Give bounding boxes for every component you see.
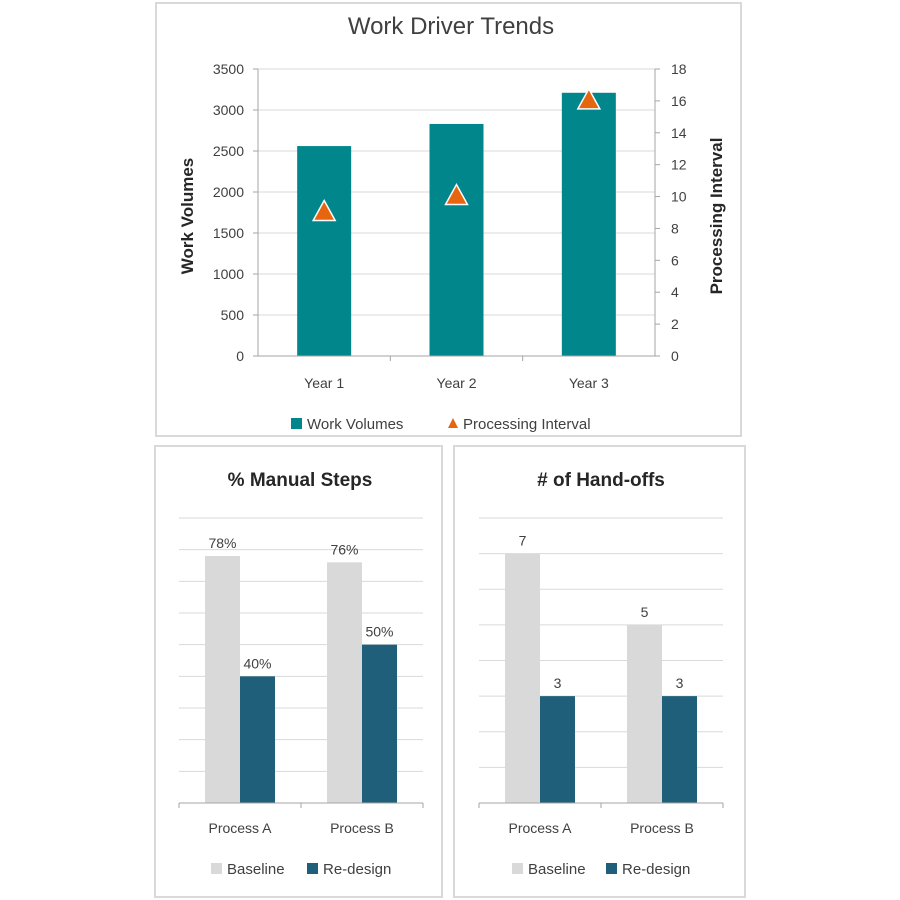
hand-offs-panel: # of Hand-offs 7 3 5 3 Process A Process B B…	[453, 445, 746, 898]
y-tick-label: 2500	[213, 143, 244, 159]
legend-swatch-redesign	[307, 863, 318, 874]
y-tick-label: 3500	[213, 61, 244, 77]
data-label-re-design-process-a: 3	[554, 675, 562, 691]
legend-swatch-work-volumes	[291, 418, 302, 429]
bar-re-design-process-b	[662, 696, 697, 803]
y-tick-label: 1500	[213, 225, 244, 241]
y2-tick-label: 12	[671, 157, 687, 173]
y2-axis-title: Processing Interval	[707, 138, 726, 295]
marker-processing-interval-year-3	[576, 87, 602, 110]
y-tick-label: 500	[221, 307, 245, 323]
bar-re-design-process-b	[362, 644, 397, 803]
y2-tick-label: 14	[671, 125, 687, 141]
x-tick-label: Process A	[508, 820, 572, 836]
legend-label-redesign: Re-design	[622, 861, 690, 878]
x-tick-label: Process A	[208, 820, 272, 836]
bar-baseline-process-a	[205, 556, 240, 803]
legend-label-work-volumes: Work Volumes	[307, 416, 403, 433]
data-label-re-design-process-b: 50%	[365, 624, 393, 640]
chart-title: # of Hand-offs	[537, 470, 665, 491]
data-label-re-design-process-b: 3	[676, 675, 684, 691]
legend-label-baseline: Baseline	[227, 861, 285, 878]
bar-work-volumes-year-3	[561, 92, 616, 356]
bar-baseline-process-b	[627, 624, 662, 803]
bar-re-design-process-a	[540, 696, 575, 803]
bar-re-design-process-a	[240, 676, 275, 803]
y-tick-label: 2000	[213, 184, 244, 200]
work-driver-trends-panel: Work Driver Trends Work Volumes Processi…	[155, 2, 742, 437]
legend-label-baseline: Baseline	[528, 861, 586, 878]
legend-swatch-baseline	[211, 863, 222, 874]
bar-work-volumes-year-2	[429, 123, 484, 356]
marker-processing-interval-year-1	[311, 198, 337, 222]
y-tick-label: 1000	[213, 266, 244, 282]
y2-tick-label: 18	[671, 61, 687, 77]
bar-baseline-process-b	[327, 562, 362, 803]
data-label-re-design-process-a: 40%	[243, 655, 271, 671]
manual-steps-chart: % Manual Steps 78% 40% 76% 50% Process A Pro…	[178, 470, 424, 878]
manual-steps-panel: % Manual Steps 78% 40% 76% 50% Process A Pro…	[154, 445, 443, 898]
bar-work-volumes-year-1	[297, 146, 352, 356]
work-driver-trends-chart: Work Driver Trends Work Volumes Processi…	[178, 13, 726, 433]
data-label-baseline-process-b: 5	[641, 604, 649, 620]
y-tick-label: 3000	[213, 102, 244, 118]
data-label-baseline-process-a: 7	[519, 533, 527, 549]
y2-tick-label: 8	[671, 220, 679, 236]
legend-swatch-baseline	[512, 863, 523, 874]
x-tick-label: Year 2	[437, 375, 477, 391]
y-axis-title: Work Volumes	[178, 158, 197, 275]
marker-processing-interval-year-2	[444, 182, 469, 206]
legend-label-processing-interval: Processing Interval	[463, 416, 591, 433]
hand-offs-chart: # of Hand-offs 7 3 5 3 Process A Process B B…	[478, 470, 724, 878]
chart-title: % Manual Steps	[228, 470, 373, 491]
data-label-baseline-process-b: 76%	[330, 541, 358, 557]
chart-title: Work Driver Trends	[348, 13, 554, 40]
bar-baseline-process-a	[505, 553, 540, 803]
legend-marker-processing-interval	[448, 418, 458, 428]
legend-swatch-redesign	[606, 863, 617, 874]
y2-tick-label: 2	[671, 316, 679, 332]
y2-tick-label: 6	[671, 252, 679, 268]
x-tick-label: Year 1	[304, 375, 344, 391]
y-tick-label: 0	[236, 348, 244, 364]
y2-tick-label: 4	[671, 284, 679, 300]
y2-tick-label: 10	[671, 189, 687, 205]
x-tick-label: Year 3	[569, 375, 609, 391]
x-tick-label: Process B	[630, 820, 694, 836]
y2-tick-label: 0	[671, 348, 679, 364]
legend-label-redesign: Re-design	[323, 861, 391, 878]
y2-tick-label: 16	[671, 93, 687, 109]
x-tick-label: Process B	[330, 820, 394, 836]
data-label-baseline-process-a: 78%	[208, 535, 236, 551]
